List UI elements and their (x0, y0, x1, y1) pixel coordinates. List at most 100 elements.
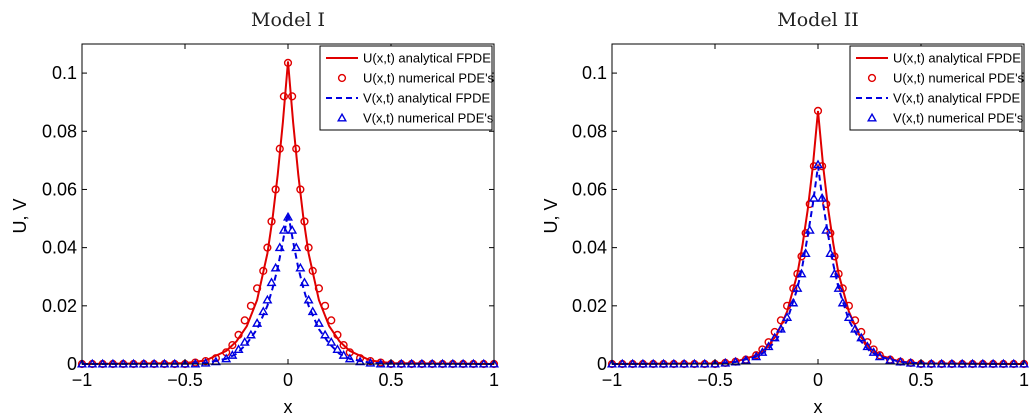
chart-title: Model II (777, 9, 858, 31)
data-point-v-numerical (829, 268, 840, 278)
data-point-u-numerical (228, 340, 237, 350)
y-tick-label: 0.04 (572, 238, 607, 258)
data-point-u-numerical (288, 92, 297, 101)
data-point-v-numerical (258, 306, 269, 316)
legend-box (319, 45, 493, 131)
data-point-v-numerical (905, 357, 916, 367)
data-point-v-numerical (266, 277, 277, 287)
data-point-v-numerical (751, 351, 762, 361)
legend-entry-label: V(x,t) numerical PDE's (363, 111, 494, 126)
data-point-u-numerical (813, 106, 823, 116)
data-point-v-numerical (227, 350, 238, 359)
legend-swatch-circle (867, 73, 877, 83)
y-tick-label: 0.02 (42, 296, 77, 316)
data-point-v-numerical (282, 211, 294, 221)
data-point-u-numerical (240, 316, 249, 325)
data-point-v-numerical (355, 356, 366, 366)
data-point-u-numerical (259, 266, 268, 276)
x-tick-label: 0.5 (378, 370, 403, 390)
x-axis-label: x (284, 397, 293, 417)
y-tick-label: 0 (67, 354, 77, 374)
data-point-v-numerical (850, 323, 861, 333)
data-point-v-numerical (843, 312, 854, 322)
data-point-v-numerical (833, 283, 844, 292)
data-point-v-numerical (792, 283, 803, 292)
y-tick-label: 0.1 (582, 63, 607, 83)
data-point-u-numerical (863, 338, 872, 347)
x-tick-label: 0.5 (908, 370, 933, 390)
data-point-u-numerical (314, 284, 324, 293)
data-point-v-numerical (825, 248, 836, 258)
x-tick-label: 1 (1019, 370, 1029, 390)
legend-entry-label: V(x,t) numerical PDE's (893, 111, 1024, 126)
legend-entry-label: V(x,t) analytical FPDE (363, 91, 490, 106)
x-tick-label: −0.5 (167, 370, 203, 390)
x-tick-label: 0 (813, 370, 823, 390)
data-point-v-numerical (788, 297, 799, 307)
x-axis-label: x (814, 397, 823, 417)
y-tick-label: 0.06 (572, 179, 607, 199)
data-point-u-numerical (253, 284, 262, 293)
data-point-v-numerical (287, 224, 298, 234)
data-point-v-numerical (800, 248, 811, 258)
y-axis-label: U, V (541, 198, 561, 233)
data-point-v-numerical (740, 355, 751, 364)
legend-swatch-triangle (336, 112, 348, 122)
data-point-v-numerical (782, 312, 793, 322)
data-point-u-numerical (292, 144, 301, 153)
data-point-v-numerical (326, 336, 337, 346)
y-tick-label: 0.1 (52, 63, 77, 83)
plot-frame (81, 43, 495, 365)
data-point-u-numerical (283, 58, 293, 68)
legend: U(x,t) analytical FPDE U(x,t) numerical P… (319, 45, 495, 131)
x-tick-label: 0 (283, 370, 293, 390)
legend-swatch-triangle (866, 112, 878, 122)
data-point-v-numerical (775, 323, 786, 333)
data-point-v-numerical (262, 294, 273, 304)
data-point-v-numerical (885, 355, 896, 364)
data-point-u-numerical (296, 185, 305, 194)
y-tick-label: 0.08 (572, 121, 607, 141)
legend: U(x,t) analytical FPDE U(x,t) numerical P… (849, 45, 1025, 131)
y-tick-label: 0 (597, 354, 607, 374)
data-point-v-numerical (757, 347, 768, 356)
data-point-v-numerical (808, 192, 819, 202)
legend-entry-label: U(x,t) numerical PDE's (893, 71, 1025, 86)
data-point-u-numerical (300, 217, 309, 226)
data-point-v-numerical (730, 356, 741, 366)
data-point-v-numerical (270, 262, 281, 272)
data-point-v-numerical (862, 341, 873, 351)
y-tick-label: 0.08 (42, 121, 77, 141)
series-line-v-analytical (81, 212, 495, 365)
data-point-v-numerical (874, 351, 885, 361)
y-tick-label: 0.06 (42, 179, 77, 199)
data-point-u-numerical (764, 338, 773, 347)
data-point-u-numerical (234, 330, 243, 340)
legend-entry-label: U(x,t) analytical FPDE (893, 51, 1021, 66)
data-point-u-numerical (267, 217, 276, 226)
chart-panel-model-ii: Model II x U, V −1 −0.5 0 0.5 1 0 0.02 0.04 0.06… (541, 9, 1029, 417)
data-point-v-numerical (817, 192, 828, 202)
data-point-v-numerical (291, 242, 302, 252)
y-tick-label: 0.04 (42, 238, 77, 258)
data-point-u-numerical (275, 144, 284, 153)
data-point-v-numerical (895, 356, 906, 366)
data-point-v-numerical (299, 277, 310, 287)
data-point-v-numerical (796, 268, 807, 278)
data-point-v-numerical (344, 353, 355, 363)
data-point-v-numerical (856, 332, 867, 342)
data-point-v-numerical (274, 242, 285, 252)
legend-box (849, 45, 1023, 131)
data-point-v-numerical (252, 318, 263, 327)
data-point-v-numerical (295, 262, 306, 272)
data-point-u-numerical (333, 330, 342, 340)
chart-panel-model-i: Model I x U, V −1 −0.5 0 0.5 1 0 0.02 0.04 0.06 0… (10, 9, 499, 417)
data-point-v-numerical (769, 332, 780, 342)
data-point-u-numerical (304, 243, 313, 252)
data-point-v-numerical (307, 306, 318, 316)
data-point-v-numerical (320, 329, 331, 339)
data-point-v-numerical (365, 357, 376, 367)
y-tick-label: 0.02 (572, 296, 607, 316)
x-tick-label: 1 (489, 370, 499, 390)
